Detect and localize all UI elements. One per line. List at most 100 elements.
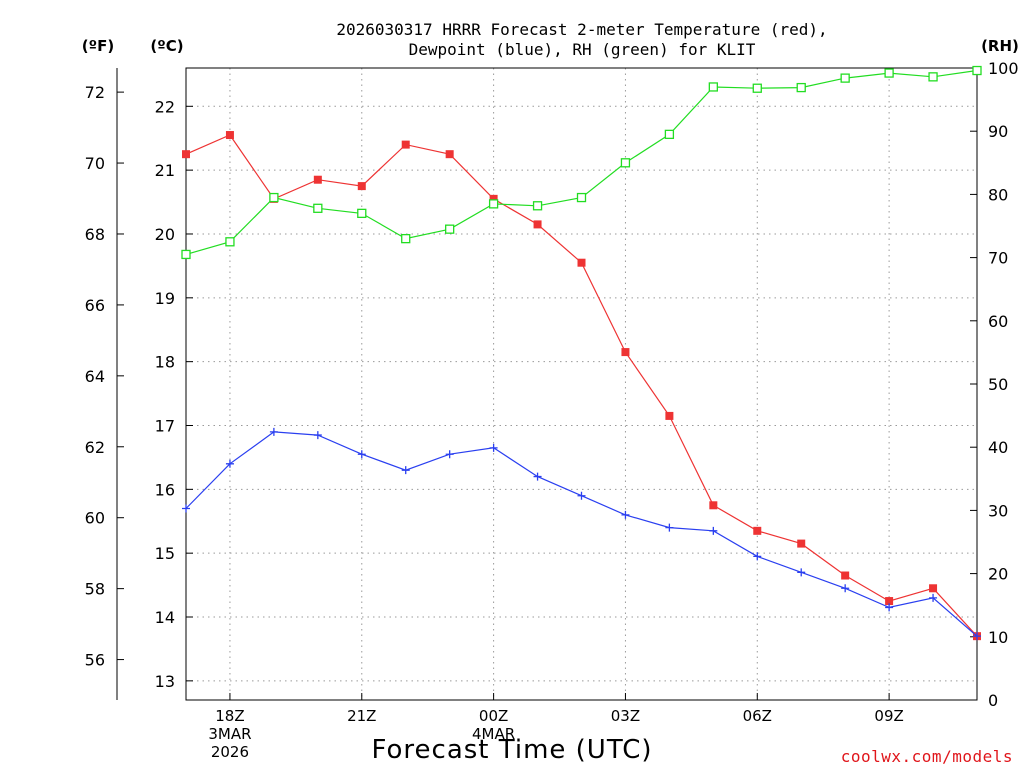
temperature-data-point: [445, 150, 454, 159]
dewpoint-data-point: [577, 491, 586, 500]
rh-data-point: [313, 203, 323, 213]
dewpoint-data-point: [182, 504, 190, 513]
time-tick-label: 00Z: [479, 707, 508, 725]
temperature-data-point: [621, 348, 630, 357]
fahrenheit-tick-label: 60: [85, 509, 105, 528]
grid-lines: [186, 68, 977, 700]
time-tick-label: 18Z: [215, 707, 244, 725]
dewpoint-data-point: [313, 431, 322, 440]
rh-data-point: [664, 129, 675, 140]
temperature-data-point: [533, 220, 542, 229]
temperature-data-point: [929, 584, 938, 593]
time-tick-label: 21Z: [347, 707, 376, 725]
fahrenheit-tick-label: 66: [85, 296, 105, 315]
fahrenheit-axis: 56 58 60 62 64 66 68 70 72: [85, 83, 124, 670]
credit-text: coolwx.com/models: [841, 747, 1013, 766]
temperature-data-point: [357, 182, 366, 191]
chart-title-line-2: Dewpoint (blue), RH (green) for KLIT: [409, 40, 756, 59]
temperature-series-line: [185, 134, 978, 637]
rh-data-point: [928, 72, 938, 82]
temperature-data-point: [709, 501, 718, 510]
temperature-data-point: [797, 539, 806, 548]
dewpoint-data-point: [709, 526, 718, 535]
time-tick-label: 3MAR: [208, 725, 251, 743]
rh-data-point: [357, 208, 367, 219]
dewpoint-data-point: [489, 443, 498, 452]
fahrenheit-unit-label: (ºF): [82, 37, 114, 55]
rh-tick-label: 40: [988, 438, 1008, 457]
rh-data-point: [488, 199, 499, 209]
temperature-data-point: [577, 258, 586, 267]
celsius-tick-label: 15: [155, 544, 175, 563]
rh-data-point: [796, 82, 806, 93]
celsius-tick-label: 21: [155, 161, 175, 180]
dewpoint-data-point: [665, 523, 674, 532]
rh-series-line: [185, 69, 978, 255]
time-tick-label: 4MAR: [472, 725, 515, 743]
time-tick-label: 03Z: [611, 707, 640, 725]
time-tick-label: 06Z: [743, 707, 772, 725]
celsius-tick-label: 18: [155, 353, 175, 372]
rh-data-point: [181, 249, 191, 260]
temperature-data-point: [313, 175, 322, 184]
dewpoint-data-point: [533, 472, 542, 481]
plot-area-frame: [185, 67, 978, 701]
dewpoint-series-line: [185, 431, 978, 637]
celsius-tick-label: 22: [155, 97, 175, 116]
rh-tick-label: 90: [988, 122, 1008, 141]
dewpoint-data-point: [797, 568, 806, 577]
celsius-tick-label: 14: [155, 608, 175, 627]
celsius-tick-label: 17: [155, 416, 175, 435]
chart-title-line-1: 2026030317 HRRR Forecast 2-meter Tempera…: [336, 20, 827, 39]
dewpoint-data-point: [885, 603, 894, 612]
rh-data-point: [445, 224, 455, 234]
temperature-data-point: [182, 150, 190, 159]
rh-tick-label: 80: [988, 185, 1008, 204]
dewpoint-data-point: [357, 450, 366, 459]
celsius-tick-label: 13: [155, 672, 175, 691]
time-tick-label: 2026: [211, 743, 249, 761]
rh-data-point: [620, 158, 631, 168]
dewpoint-data-point: [929, 593, 938, 602]
fahrenheit-tick-label: 70: [85, 154, 105, 173]
x-axis-label: Forecast Time (UTC): [371, 735, 652, 765]
temperature-data-point: [225, 131, 234, 140]
temperature-data-point: [841, 571, 850, 580]
rh-data-point: [708, 82, 718, 92]
rh-tick-label: 10: [988, 628, 1008, 647]
rh-tick-label: 60: [988, 312, 1008, 331]
dewpoint-data-point: [621, 510, 630, 519]
fahrenheit-tick-label: 72: [85, 83, 105, 102]
rh-data-point: [752, 83, 762, 93]
fahrenheit-tick-label: 68: [85, 225, 105, 244]
data-series: [181, 65, 982, 641]
dewpoint-data-point: [753, 552, 762, 561]
fahrenheit-tick-label: 56: [85, 651, 105, 670]
temperature-data-point: [665, 411, 674, 420]
time-tick-label: 09Z: [874, 707, 903, 725]
celsius-axis: 13 14 15 16 17 18 19 20 21 22: [155, 97, 193, 691]
temperature-data-point: [489, 194, 498, 203]
dewpoint-data-point: [973, 632, 981, 641]
rh-data-point: [884, 68, 894, 78]
celsius-tick-label: 16: [155, 480, 175, 499]
rh-data-point: [972, 65, 982, 76]
temperature-data-point: [885, 597, 894, 606]
dewpoint-data-point: [401, 466, 410, 475]
fahrenheit-tick-label: 64: [85, 367, 105, 386]
rh-data-point: [576, 192, 587, 203]
rh-data-point: [532, 201, 543, 211]
celsius-tick-label: 20: [155, 225, 175, 244]
dewpoint-data-point: [269, 427, 278, 436]
rh-tick-label: 20: [988, 565, 1008, 584]
rh-axis: 0 10 20 30 40 50 60 70 80 90 100: [970, 59, 1019, 710]
rh-data-point: [401, 233, 411, 244]
rh-unit-label: (RH): [981, 37, 1019, 55]
rh-data-point: [225, 237, 235, 247]
temperature-data-point: [401, 140, 410, 149]
temperature-data-point: [753, 526, 762, 535]
dewpoint-data-point: [841, 584, 850, 593]
dewpoint-data-point: [225, 459, 234, 468]
